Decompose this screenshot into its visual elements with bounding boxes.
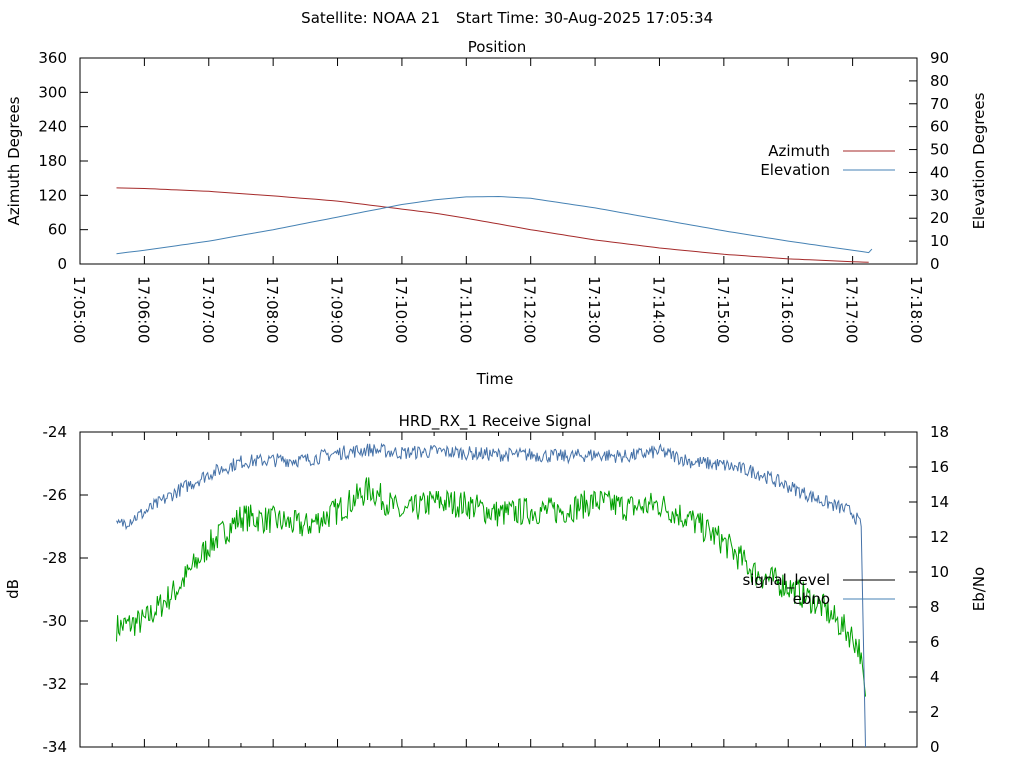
position-y-tick-label: 360 bbox=[38, 49, 67, 67]
signal-y-tick-label: -34 bbox=[43, 738, 68, 756]
legend-label-signal-level: signal_level bbox=[742, 571, 830, 590]
position-x-tick-label: 17:12:00 bbox=[521, 276, 539, 343]
position-x-tick-label: 17:16:00 bbox=[778, 276, 796, 343]
position-y2-tick-label: 10 bbox=[930, 232, 949, 250]
position-x-tick-label: 17:07:00 bbox=[199, 276, 217, 343]
legend-label-azimuth: Azimuth bbox=[768, 142, 830, 160]
position-x-tick-label: 17:10:00 bbox=[392, 276, 410, 343]
signal-y2-tick-label: 0 bbox=[930, 738, 940, 756]
signal-y2-tick-label: 12 bbox=[930, 528, 949, 546]
start-time-label: Start Time: 30-Aug-2025 17:05:34 bbox=[456, 9, 713, 27]
signal-legend: signal_level ebno bbox=[742, 571, 895, 608]
position-y2-tick-label: 60 bbox=[930, 118, 949, 136]
position-series-azimuth bbox=[116, 187, 869, 263]
signal-lines bbox=[116, 442, 866, 748]
position-y2-tick-label: 50 bbox=[930, 141, 949, 159]
position-y2-tick-label: 40 bbox=[930, 163, 949, 181]
position-x-tick-label: 17:06:00 bbox=[134, 276, 152, 343]
position-x-tick-label: 17:05:00 bbox=[70, 276, 88, 343]
position-legend: Azimuth Elevation bbox=[760, 142, 895, 179]
legend-label-ebno: ebno bbox=[793, 590, 830, 608]
signal-ticks: -24 -26 -28 -30 -32 -34 0 2 4 6 8 10 12 14 16 18 bbox=[43, 423, 950, 756]
signal-y2-tick-label: 8 bbox=[930, 598, 940, 616]
position-y2-tick-label: 0 bbox=[930, 255, 940, 273]
position-y2-tick-label: 80 bbox=[930, 72, 949, 90]
signal-series-ebno bbox=[116, 442, 866, 748]
signal-y-tick-label: -32 bbox=[43, 675, 68, 693]
position-title: Position bbox=[468, 38, 526, 56]
signal-y2-tick-label: 16 bbox=[930, 458, 949, 476]
signal-y2-tick-label: 6 bbox=[930, 633, 940, 651]
position-y-tick-label: 60 bbox=[48, 221, 67, 239]
position-lines bbox=[116, 187, 873, 263]
position-chart: Position 17:05:00 17:06:00 17:07:00 17:08:0… bbox=[5, 38, 988, 388]
signal-y2-tick-label: 2 bbox=[930, 703, 940, 721]
position-x-tick-label: 17:09:00 bbox=[328, 276, 346, 343]
position-x-axis-label: Time bbox=[476, 370, 514, 388]
signal-y2-tick-label: 10 bbox=[930, 563, 949, 581]
position-y-tick-label: 0 bbox=[57, 255, 67, 273]
position-y-tick-label: 300 bbox=[38, 83, 67, 101]
signal-title: HRD_RX_1 Receive Signal bbox=[399, 412, 592, 431]
position-y-axis-label: Azimuth Degrees bbox=[5, 96, 23, 225]
position-x-tick-label: 17:17:00 bbox=[843, 276, 861, 343]
signal-y2-tick-label: 4 bbox=[930, 668, 940, 686]
signal-y-tick-label: -28 bbox=[43, 549, 68, 567]
signal-y2-tick-label: 14 bbox=[930, 493, 949, 511]
position-series-elevation bbox=[116, 195, 873, 255]
position-y2-tick-label: 30 bbox=[930, 186, 949, 204]
position-y-tick-label: 180 bbox=[38, 152, 67, 170]
position-x-tick-label: 17:11:00 bbox=[456, 276, 474, 343]
signal-series-signal-level bbox=[116, 477, 866, 697]
position-y2-tick-label: 20 bbox=[930, 209, 949, 227]
position-x-tick-label: 17:08:00 bbox=[263, 276, 281, 343]
legend-label-elevation: Elevation bbox=[760, 161, 830, 179]
position-x-tick-label: 17:14:00 bbox=[649, 276, 667, 343]
satellite-label: Satellite: NOAA 21 bbox=[301, 9, 440, 27]
signal-y2-axis-label: Eb/No bbox=[970, 567, 988, 611]
signal-y2-tick-label: 18 bbox=[930, 423, 949, 441]
position-y-tick-label: 120 bbox=[38, 186, 67, 204]
position-ticks: 17:05:00 17:06:00 17:07:00 17:08:00 17:09:00… bbox=[38, 49, 949, 343]
position-y2-tick-label: 90 bbox=[930, 49, 949, 67]
position-y2-tick-label: 70 bbox=[930, 95, 949, 113]
signal-y-tick-label: -30 bbox=[43, 612, 68, 630]
position-y-tick-label: 240 bbox=[38, 118, 67, 136]
signal-y-axis-label: dB bbox=[4, 579, 22, 599]
position-x-tick-label: 17:18:00 bbox=[907, 276, 925, 343]
signal-y-tick-label: -26 bbox=[43, 486, 68, 504]
position-x-tick-label: 17:15:00 bbox=[714, 276, 732, 343]
signal-chart: HRD_RX_1 Receive Signal -24-26-28-30-32-… bbox=[4, 412, 988, 756]
signal-y-tick-label: -24 bbox=[43, 423, 68, 441]
position-y2-axis-label: Elevation Degrees bbox=[970, 92, 988, 229]
position-x-tick-label: 17:13:00 bbox=[585, 276, 603, 343]
